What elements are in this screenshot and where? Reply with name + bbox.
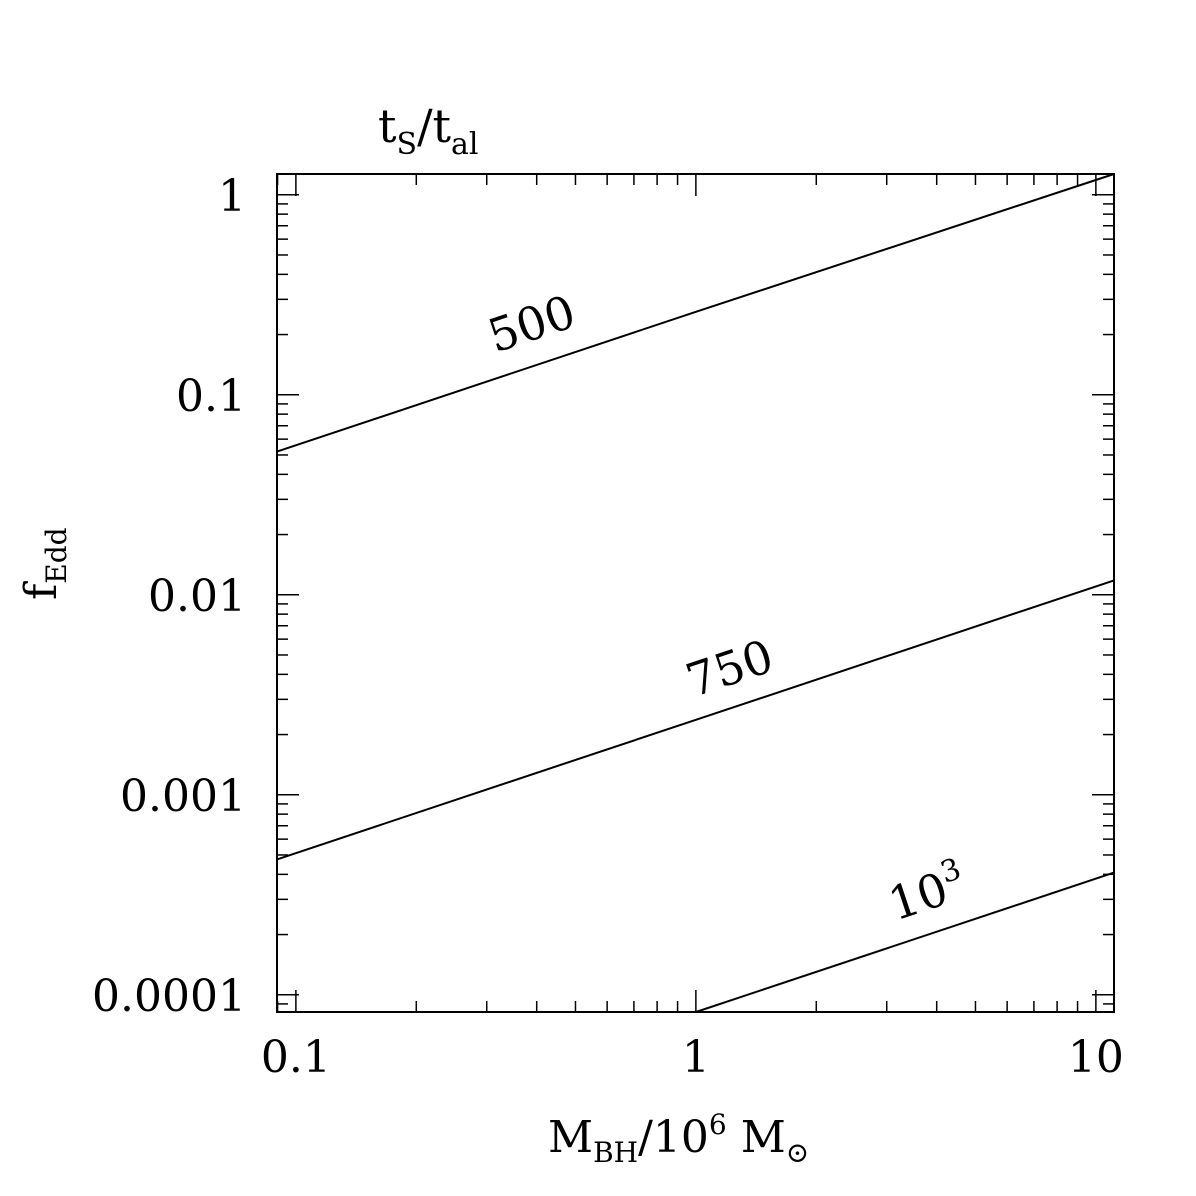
- x-axis-label: MBH/106 M⊙: [548, 1108, 809, 1169]
- series-lines: [276, 173, 1115, 1013]
- line-label-500: 500: [481, 284, 581, 363]
- y-tick-label: 0.0001: [92, 971, 246, 1022]
- line-label-text: 500: [481, 284, 581, 363]
- series-line-1000: [695, 871, 1115, 1013]
- line-label-1000: 103: [881, 852, 973, 932]
- y-tick-label: 0.001: [120, 771, 246, 822]
- y-tick-label: 1: [218, 171, 246, 222]
- y-tick-label: 0.1: [176, 371, 246, 422]
- series-line-750: [276, 579, 1115, 861]
- plot-frame: [276, 173, 1115, 1013]
- chart-title: tS/tal: [378, 99, 479, 162]
- tick-labels: 0.1 1 10 1 0.1 0.01 0.001 0.0001: [92, 171, 1124, 1083]
- series-line-500: [276, 173, 1115, 453]
- x-tick-label: 0.1: [261, 1032, 331, 1083]
- tick-marks: [276, 174, 1114, 1012]
- x-tick-label: 10: [1068, 1032, 1124, 1083]
- y-tick-label: 0.01: [148, 571, 246, 622]
- y-axis-label: fEdd: [16, 527, 73, 600]
- x-tick-label: 1: [682, 1032, 710, 1083]
